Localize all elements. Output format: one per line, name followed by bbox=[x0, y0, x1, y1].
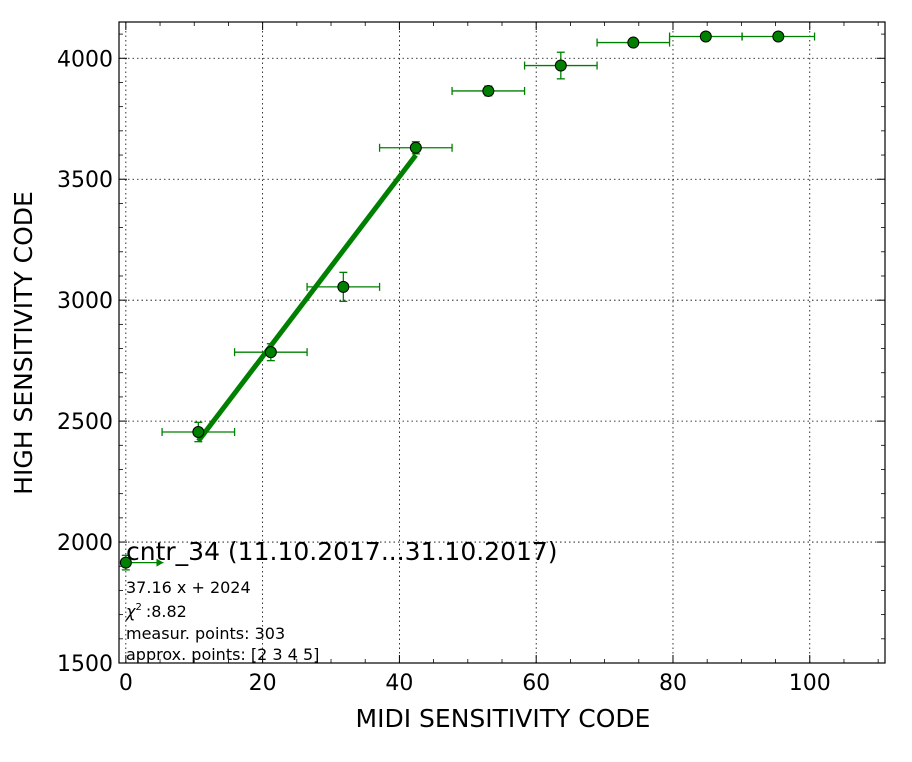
chi2-value: :8.82 bbox=[146, 602, 187, 621]
data-point bbox=[337, 280, 350, 293]
x-tick-label: 0 bbox=[119, 671, 133, 696]
data-point-group bbox=[451, 84, 526, 97]
grid-lines bbox=[119, 22, 885, 664]
annotation-equation: 37.16 x + 2024 bbox=[126, 578, 251, 597]
annotation-measur-points: measur. points: 303 bbox=[126, 624, 285, 643]
data-point bbox=[627, 36, 640, 49]
fit-line bbox=[196, 153, 418, 443]
y-tick-label: 2000 bbox=[57, 531, 113, 556]
y-axis-label: HIGH SENSITIVITY CODE bbox=[9, 191, 38, 495]
y-tick-label: 2500 bbox=[57, 410, 113, 435]
y-tick-label: 4000 bbox=[57, 47, 113, 72]
x-tick-label: 100 bbox=[789, 671, 831, 696]
annotation-approx-points: approx. points: [2 3 4 5] bbox=[126, 645, 319, 664]
minor-ticks bbox=[119, 22, 885, 664]
chi2-symbol: χ bbox=[125, 602, 136, 621]
x-axis-label: MIDI SENSITIVITY CODE bbox=[356, 704, 651, 733]
data-point bbox=[409, 141, 422, 154]
x-tick-label: 80 bbox=[659, 671, 687, 696]
data-point-group bbox=[233, 343, 308, 362]
y-tick-labels: 1500 2000 2500 3000 3500 4000 bbox=[57, 47, 113, 677]
data-point-group bbox=[741, 30, 816, 43]
data-point-group bbox=[378, 141, 453, 155]
annotation-title: cntr_34 (11.10.2017...31.10.2017) bbox=[126, 537, 558, 566]
data-point-group bbox=[119, 554, 164, 571]
data-point bbox=[482, 84, 495, 97]
data-point-group bbox=[523, 51, 598, 80]
y-tick-label: 3000 bbox=[57, 289, 113, 314]
error-arrow-head bbox=[156, 558, 164, 567]
y-tick-label: 1500 bbox=[57, 652, 113, 677]
data-point-group bbox=[306, 271, 381, 303]
x-tick-label: 40 bbox=[385, 671, 413, 696]
data-point bbox=[264, 346, 277, 359]
x-tick-label: 20 bbox=[249, 671, 277, 696]
data-points bbox=[119, 30, 816, 571]
annotation-chi2: χ2:8.82 bbox=[125, 602, 187, 621]
data-point-group bbox=[596, 36, 671, 49]
plot-frame bbox=[118, 21, 886, 664]
data-point-group bbox=[668, 30, 743, 43]
data-point bbox=[772, 30, 785, 43]
data-point bbox=[554, 59, 567, 72]
data-point bbox=[192, 425, 205, 438]
fit-line-group bbox=[196, 153, 418, 443]
x-tick-label: 60 bbox=[522, 671, 550, 696]
data-point-group bbox=[161, 421, 236, 443]
data-point bbox=[119, 556, 132, 569]
data-point bbox=[699, 30, 712, 43]
y-tick-label: 3500 bbox=[57, 168, 113, 193]
x-tick-labels: 0 20 40 60 80 100 bbox=[119, 671, 831, 696]
